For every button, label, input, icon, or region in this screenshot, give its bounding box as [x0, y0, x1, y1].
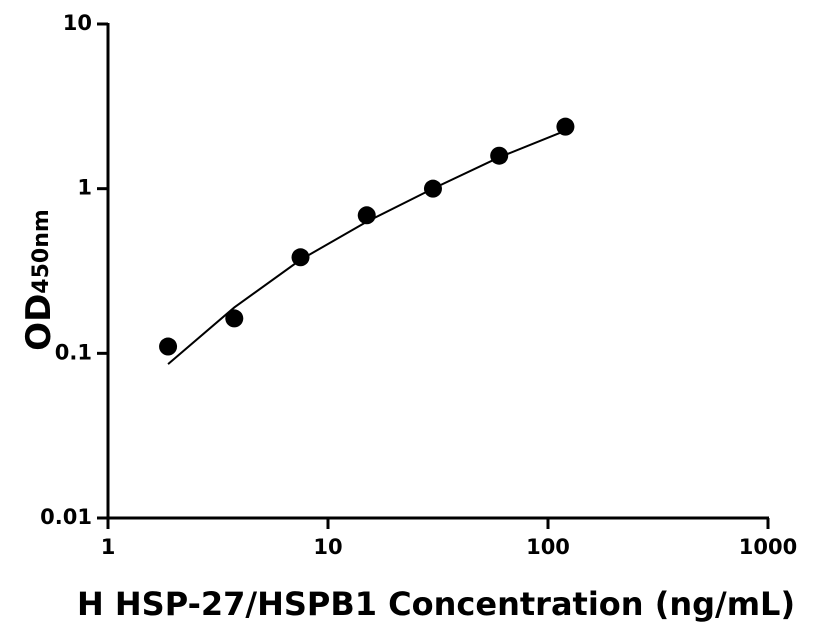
x-tick-label: 10	[313, 535, 342, 559]
x-axis-label: H HSP-27/HSPB1 Concentration (ng/mL)	[77, 585, 795, 623]
y-axis-label: OD450nm	[19, 209, 59, 351]
x-tick-label: 100	[526, 535, 570, 559]
data-point	[357, 206, 376, 225]
x-tick-label: 1000	[739, 535, 797, 559]
y-tick-label: 1	[77, 176, 92, 200]
data-point	[291, 248, 310, 267]
data-point	[490, 146, 509, 165]
fit-curve	[167, 129, 566, 365]
y-tick-label: 10	[63, 11, 92, 35]
data-point	[159, 337, 178, 356]
y-label-main: OD	[19, 294, 59, 351]
data-point	[556, 117, 575, 136]
data-point	[423, 179, 442, 198]
y-tick-label: 0.1	[55, 340, 92, 364]
y-label-sub: 450nm	[29, 209, 54, 294]
data-point	[225, 309, 244, 328]
y-axis-label-group: OD450nm	[19, 209, 59, 351]
y-tick-label: 0.01	[40, 505, 92, 529]
x-tick-label: 1	[101, 535, 116, 559]
